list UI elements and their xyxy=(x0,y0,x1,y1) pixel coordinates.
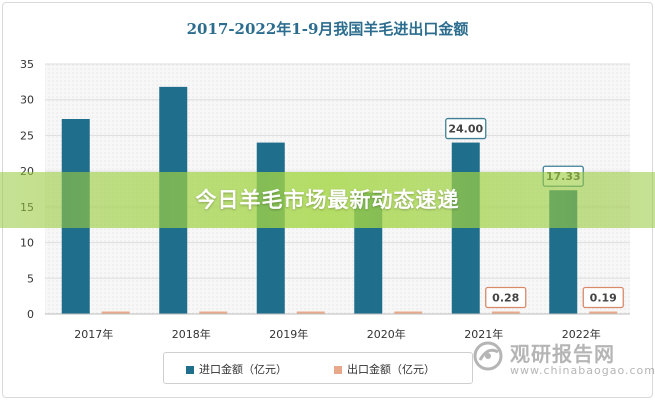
y-tick-label: 30 xyxy=(20,94,34,107)
export-bar xyxy=(101,311,130,314)
x-tick-label: 2022年 xyxy=(562,327,601,341)
data-label-box xyxy=(445,117,487,140)
legend-label-export: 出口金额（亿元） xyxy=(347,363,435,376)
y-tick-label: 5 xyxy=(27,272,34,285)
data-label: 0.19 xyxy=(590,292,617,305)
export-bar xyxy=(296,311,325,314)
data-label-box xyxy=(485,286,527,309)
x-tick-label: 2019年 xyxy=(269,327,308,341)
y-tick-label: 25 xyxy=(20,129,34,142)
legend-item-import: 进口金额（亿元） xyxy=(186,361,287,377)
data-label-box xyxy=(582,286,624,309)
headline-banner: 今日羊毛市场最新动态速递 xyxy=(0,172,655,228)
y-tick-label: 0 xyxy=(27,308,34,321)
x-tick-label: 2017年 xyxy=(74,327,113,341)
banner-text: 今日羊毛市场最新动态速递 xyxy=(195,188,460,212)
data-label: 24.00 xyxy=(448,123,483,136)
import-bar xyxy=(256,142,285,314)
y-tick-label: 10 xyxy=(20,237,34,250)
export-bar xyxy=(394,311,423,314)
watermark-logo-icon xyxy=(473,341,503,371)
x-tick-label: 2021年 xyxy=(464,327,503,341)
export-bar xyxy=(491,311,520,314)
legend-item-export: 出口金额（亿元） xyxy=(334,361,435,377)
export-bar xyxy=(199,311,228,314)
legend-swatch-export xyxy=(334,366,342,374)
export-bar xyxy=(589,311,618,314)
data-label: 0.28 xyxy=(492,292,519,305)
y-tick-label: 35 xyxy=(20,58,34,71)
chart-title: 2017-2022年1-9月我国羊毛进出口金额 xyxy=(186,20,469,38)
legend-label-import: 进口金额（亿元） xyxy=(199,363,287,376)
watermark-url: www.chinabaogao.com xyxy=(510,364,655,377)
legend-swatch-import xyxy=(186,366,194,374)
x-tick-label: 2018年 xyxy=(172,327,211,341)
watermark-name: 观研报告网 xyxy=(510,342,615,366)
x-tick-label: 2020年 xyxy=(367,327,406,341)
import-bar xyxy=(451,142,480,314)
watermark: 观研报告网 www.chinabaogao.com xyxy=(472,336,655,386)
chart-legend: 进口金额（亿元） 出口金额（亿元） xyxy=(163,352,473,384)
